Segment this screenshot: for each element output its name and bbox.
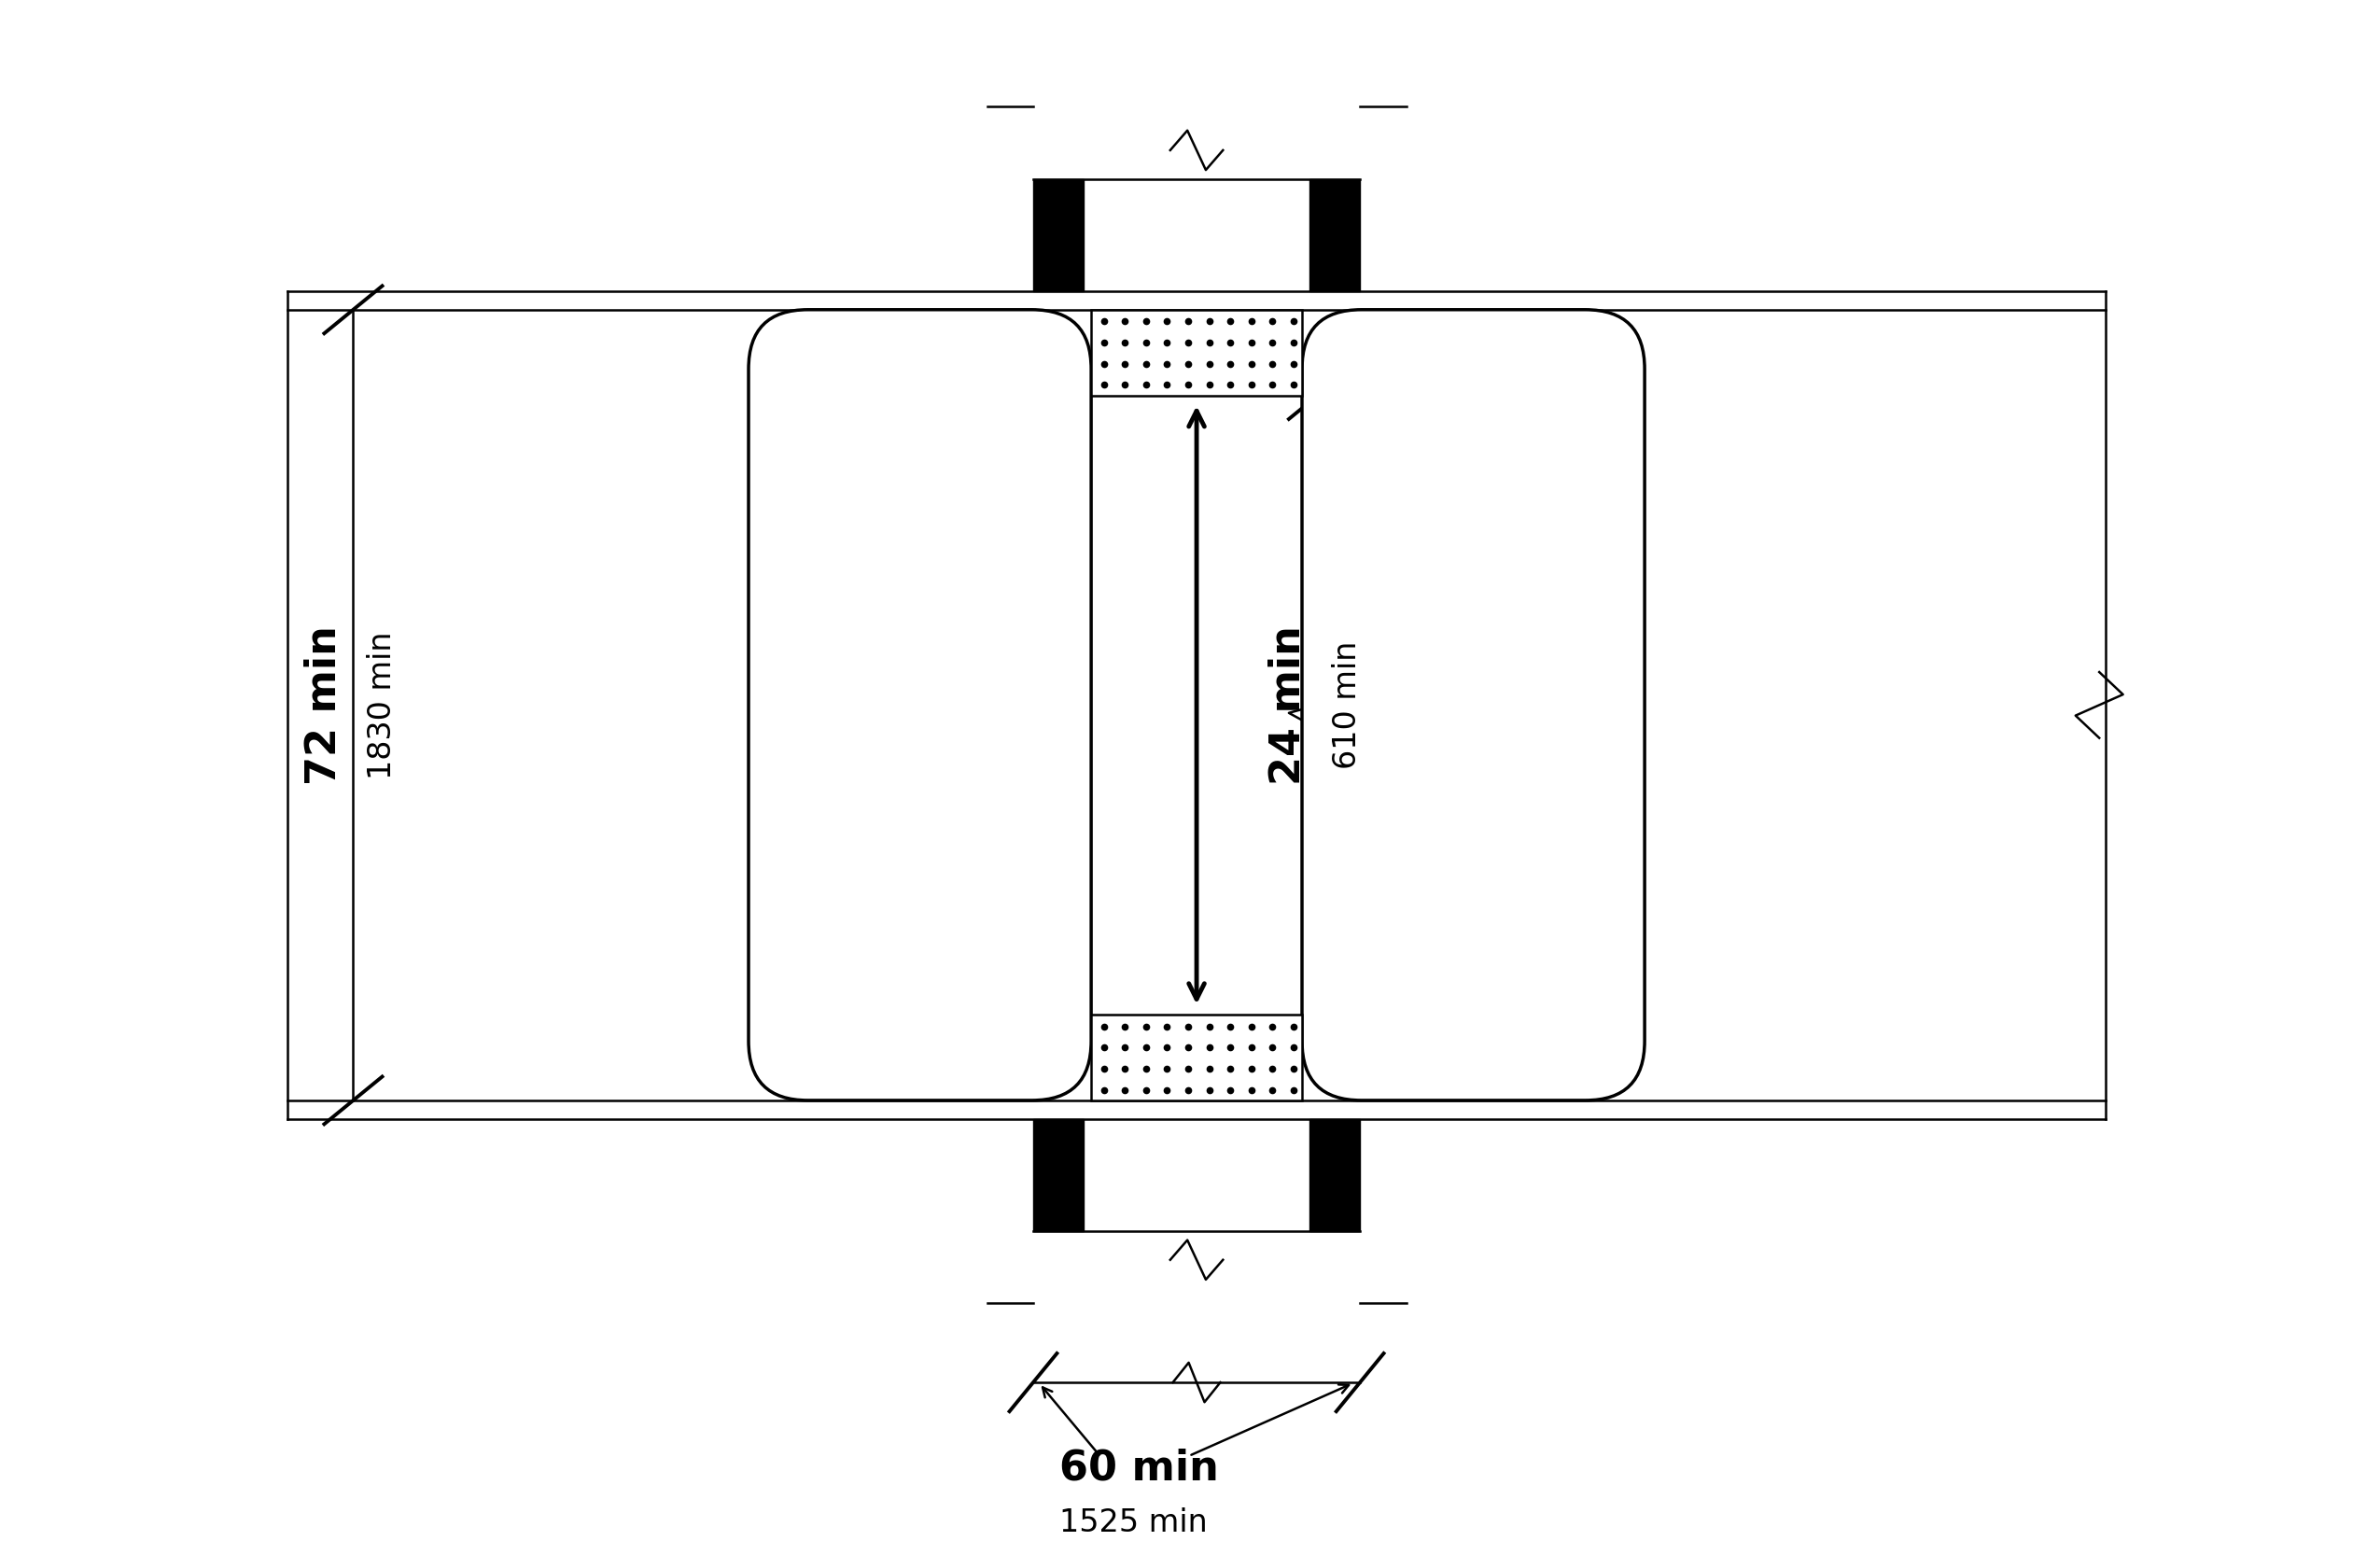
Text: 1525 min: 1525 min bbox=[1059, 1508, 1207, 1538]
FancyBboxPatch shape bbox=[1302, 309, 1645, 1101]
Bar bbox=[1309, 1118, 1359, 1232]
FancyBboxPatch shape bbox=[750, 309, 1090, 1101]
Bar bbox=[1033, 179, 1083, 291]
Text: 1830 min: 1830 min bbox=[367, 631, 397, 779]
Bar bbox=[1309, 179, 1359, 291]
Text: 60 min: 60 min bbox=[1059, 1448, 1219, 1488]
Text: 72 min: 72 min bbox=[305, 625, 345, 785]
Text: 610 min: 610 min bbox=[1330, 641, 1361, 770]
Bar bbox=[1090, 309, 1302, 395]
Bar bbox=[1033, 1118, 1083, 1232]
Text: 24 min: 24 min bbox=[1269, 625, 1309, 785]
Bar bbox=[1090, 1015, 1302, 1101]
